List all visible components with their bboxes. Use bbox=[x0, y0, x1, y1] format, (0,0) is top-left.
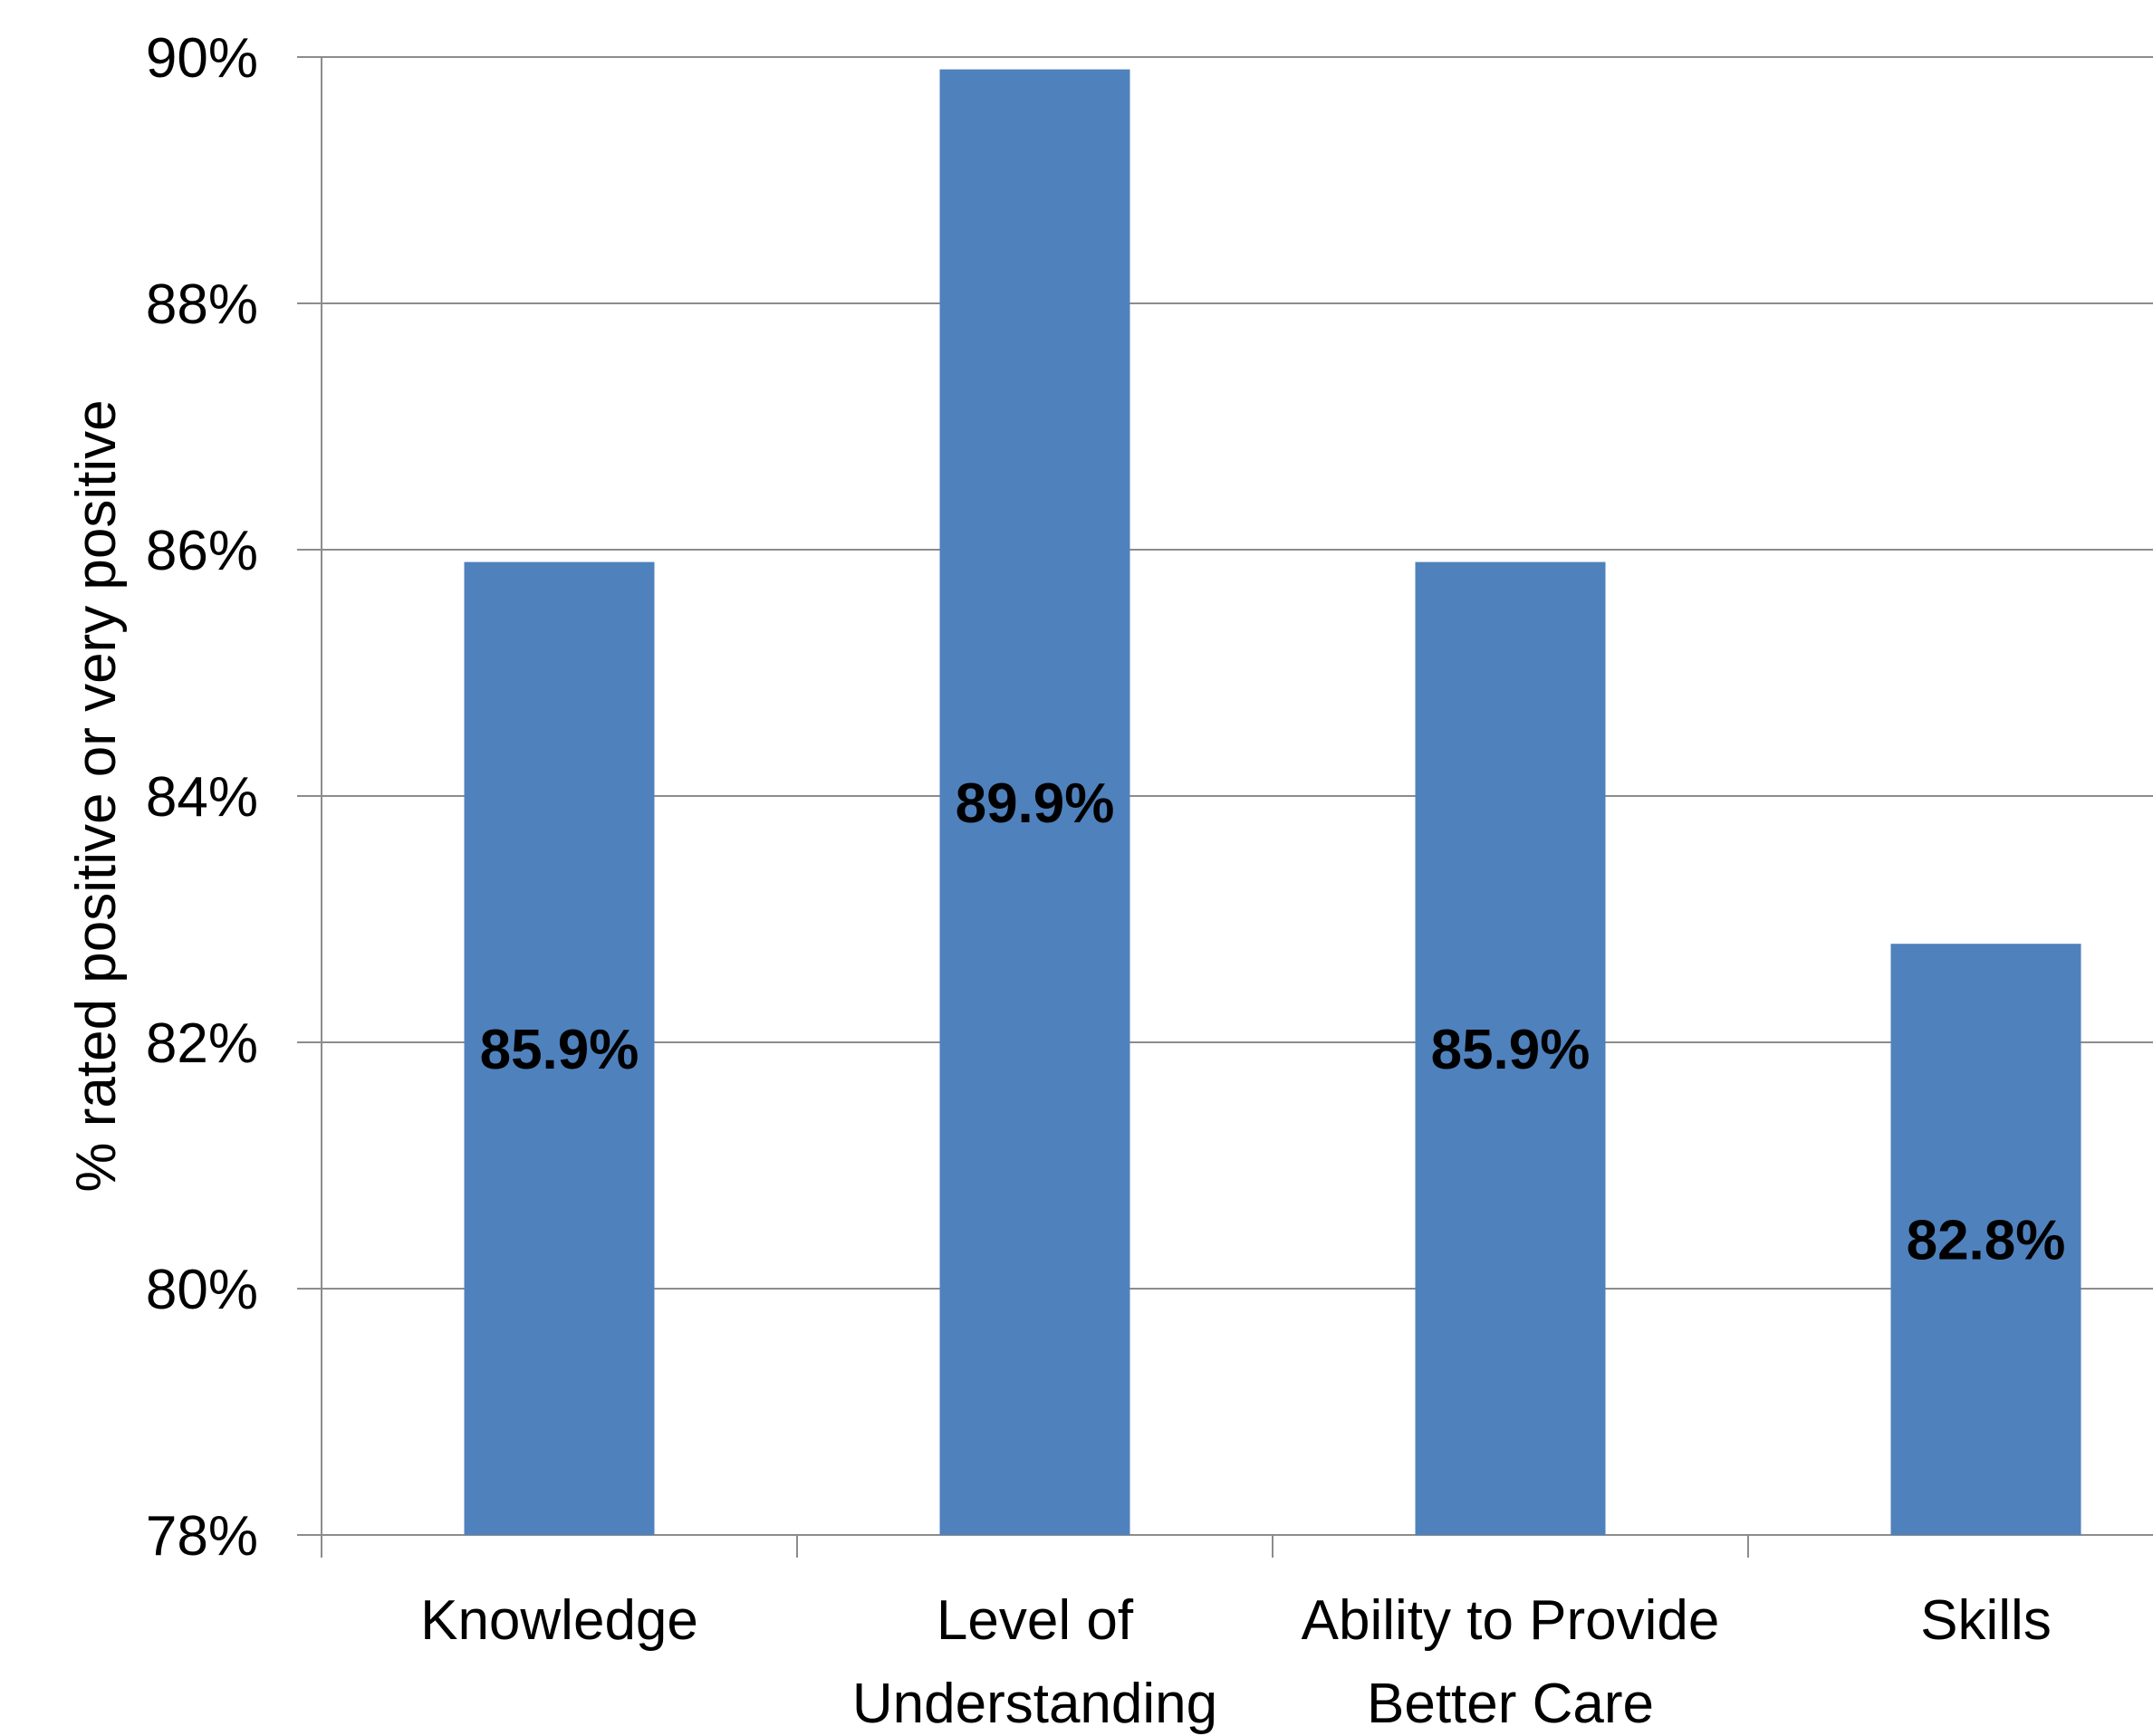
x-category-label: Better Care bbox=[1367, 1673, 1654, 1735]
y-tick-label: 82% bbox=[146, 1012, 258, 1075]
bar bbox=[939, 69, 1130, 1536]
y-tick-label: 78% bbox=[146, 1505, 258, 1568]
x-category-labels: Knowledge Level of Understanding Ability to… bbox=[420, 1589, 2052, 1735]
data-label: 85.9% bbox=[480, 1019, 639, 1081]
bars bbox=[464, 69, 2081, 1536]
y-tick-label: 86% bbox=[146, 520, 258, 582]
x-category-label: Level of bbox=[937, 1589, 1134, 1652]
bar bbox=[1890, 944, 2081, 1535]
x-category-label: Skills bbox=[1920, 1589, 2052, 1652]
y-tick-label: 80% bbox=[146, 1259, 258, 1321]
bar bbox=[1415, 561, 1606, 1535]
y-tick-label: 90% bbox=[146, 27, 258, 90]
y-tick-label: 88% bbox=[146, 273, 258, 336]
x-category-label: Understanding bbox=[852, 1673, 1217, 1735]
y-tick-label: 84% bbox=[146, 766, 258, 829]
data-label: 85.9% bbox=[1431, 1019, 1591, 1081]
x-category-label: Ability to Provide bbox=[1302, 1589, 1720, 1652]
data-label: 89.9% bbox=[956, 772, 1115, 835]
data-label: 82.8% bbox=[1907, 1210, 2066, 1272]
data-labels: 85.9% 89.9% 85.9% 82.8% bbox=[480, 772, 2066, 1272]
x-category-label: Knowledge bbox=[420, 1589, 698, 1652]
y-tick-labels: 78% 80% 82% 84% 86% 88% 90% bbox=[146, 27, 258, 1568]
bar bbox=[464, 561, 655, 1535]
y-axis-title: % rated positive or very positive bbox=[65, 399, 128, 1192]
